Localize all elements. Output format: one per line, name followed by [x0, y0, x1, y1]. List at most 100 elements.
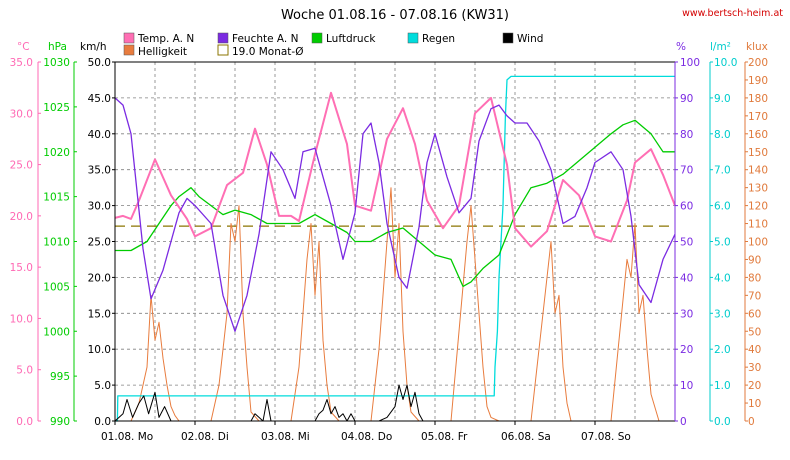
tick-label-rain: 10.0 [714, 57, 737, 69]
tick-label-rain: 6.0 [714, 201, 731, 213]
tick-label-rain: 8.0 [714, 129, 731, 141]
tick-label-light: 200 [748, 57, 768, 69]
legend-swatch-monthly-mean [217, 44, 229, 56]
tick-label-light: 110 [748, 219, 768, 231]
legend-item-pressure: Luftdruck [311, 32, 376, 45]
tick-label-rain: 7.0 [714, 165, 731, 177]
tick-label-humidity: 40 [680, 272, 693, 284]
tick-label-wind: 25.0 [88, 237, 111, 249]
tick-label-rain: 0.0 [714, 416, 731, 428]
legend-label-light: Helligkeit [138, 46, 187, 58]
tick-label-humidity: 100 [680, 57, 700, 69]
legend-label-rain: Regen [422, 33, 455, 45]
tick-label-wind: 5.0 [94, 380, 111, 392]
tick-label-light: 130 [748, 183, 768, 195]
tick-label-humidity: 10 [680, 380, 693, 392]
x-day-label: 06.08. Sa [501, 431, 551, 443]
tick-label-light: 30 [748, 362, 761, 374]
tick-label-wind: 45.0 [88, 93, 111, 105]
legend-label-pressure: Luftdruck [326, 33, 376, 45]
tick-label-temp: 25.0 [10, 160, 33, 172]
tick-label-temp: 20.0 [10, 211, 33, 223]
legend-label-wind: Wind [517, 33, 543, 45]
x-day-label: 02.08. Di [181, 431, 229, 443]
tick-label-temp: 35.0 [10, 57, 33, 69]
tick-label-humidity: 70 [680, 165, 693, 177]
tick-label-temp: 30.0 [10, 108, 33, 120]
unit-label-pressure: hPa [48, 41, 67, 53]
tick-label-pressure: 1005 [43, 281, 70, 293]
website-label: www.bertsch-heim.at [682, 8, 783, 19]
tick-label-light: 60 [748, 308, 761, 320]
tick-label-light: 0 [748, 416, 755, 428]
unit-label-light: klux [746, 41, 768, 53]
tick-label-light: 50 [748, 326, 761, 338]
legend-item-monthly-mean: 19.0 Monat-Ø [217, 44, 303, 58]
tick-label-light: 80 [748, 272, 761, 284]
tick-label-pressure: 1030 [43, 57, 70, 69]
unit-label-humidity: % [676, 41, 686, 53]
legend-swatch-temp [123, 32, 135, 44]
tick-label-light: 20 [748, 380, 761, 392]
tick-label-light: 90 [748, 254, 761, 266]
tick-label-rain: 2.0 [714, 344, 731, 356]
tick-label-wind: 50.0 [88, 57, 111, 69]
series-line-temp-a-n [114, 91, 676, 248]
tick-label-temp: 0.0 [16, 416, 33, 428]
tick-label-rain: 1.0 [714, 380, 731, 392]
tick-label-rain: 9.0 [714, 93, 731, 105]
tick-label-wind: 30.0 [88, 201, 111, 213]
x-day-label: 04.08. Do [341, 431, 392, 443]
tick-label-wind: 35.0 [88, 165, 111, 177]
legend-item-humidity: Feuchte A. N [217, 32, 298, 45]
tick-label-temp: 5.0 [16, 365, 33, 377]
legend-item-light: Helligkeit [123, 44, 187, 58]
legend-swatch-humidity [217, 32, 229, 44]
legend-swatch-light [123, 44, 135, 56]
tick-label-humidity: 20 [680, 344, 693, 356]
tick-label-pressure: 1000 [43, 326, 70, 338]
tick-label-wind: 15.0 [88, 308, 111, 320]
series-line-feuchte-a-n [114, 97, 676, 332]
tick-label-light: 170 [748, 111, 768, 123]
tick-label-light: 40 [748, 344, 761, 356]
legend-swatch-pressure [311, 32, 323, 44]
tick-label-wind: 40.0 [88, 129, 111, 141]
tick-label-light: 150 [748, 147, 768, 159]
legend-item-rain: Regen [407, 32, 455, 45]
tick-label-humidity: 50 [680, 237, 693, 249]
tick-label-humidity: 30 [680, 308, 693, 320]
series-line-regen [115, 75, 675, 422]
tick-label-rain: 4.0 [714, 272, 731, 284]
legend-label-monthly-mean: 19.0 Monat-Ø [232, 46, 303, 58]
unit-label-rain: l/m² [710, 41, 731, 53]
tick-label-light: 10 [748, 398, 761, 410]
chart-title: Woche 01.08.16 - 07.08.16 (KW31) [281, 8, 509, 23]
tick-label-humidity: 0 [680, 416, 687, 428]
unit-label-temp: °C [17, 41, 30, 53]
tick-label-pressure: 1015 [43, 192, 70, 204]
tick-label-pressure: 1010 [43, 237, 70, 249]
legend-swatch-rain [407, 32, 419, 44]
tick-label-light: 70 [748, 290, 761, 302]
tick-label-wind: 0.0 [94, 416, 111, 428]
tick-label-pressure: 1020 [43, 147, 70, 159]
tick-label-temp: 10.0 [10, 313, 33, 325]
x-day-label: 01.08. Mo [101, 431, 153, 443]
tick-label-light: 190 [748, 75, 768, 87]
tick-label-light: 180 [748, 93, 768, 105]
tick-label-pressure: 990 [50, 416, 70, 428]
tick-label-wind: 20.0 [88, 272, 111, 284]
legend-label-temp: Temp. A. N [137, 33, 194, 45]
tick-label-humidity: 80 [680, 129, 693, 141]
unit-label-wind: km/h [80, 41, 107, 53]
legend-label-humidity: Feuchte A. N [232, 33, 298, 45]
legend-item-wind: Wind [502, 32, 543, 45]
tick-label-light: 140 [748, 165, 768, 177]
x-day-label: 07.08. So [581, 431, 631, 443]
series-line-luftdruck [115, 119, 675, 288]
tick-label-light: 160 [748, 129, 768, 141]
tick-label-humidity: 60 [680, 201, 693, 213]
axes-group: 0.05.010.015.020.025.030.035.09909951000… [10, 57, 768, 443]
